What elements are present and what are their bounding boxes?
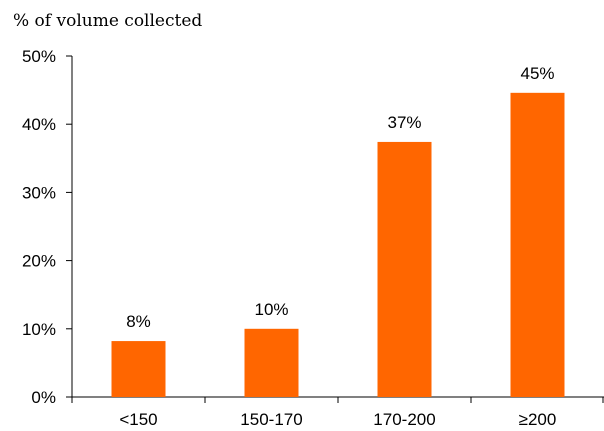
bar <box>111 341 166 397</box>
x-tick-label: 150-170 <box>240 410 302 429</box>
y-axis-label: % of volume collected <box>13 11 202 31</box>
x-tick-label: ≥200 <box>519 410 557 429</box>
data-label: 10% <box>254 300 288 319</box>
y-tick-label: 20% <box>22 252 56 271</box>
data-label: 8% <box>126 312 151 331</box>
bars <box>111 92 565 397</box>
y-tick-label: 10% <box>22 320 56 339</box>
bar <box>377 141 432 397</box>
y-tick-label: 50% <box>22 47 56 66</box>
y-tick-label: 0% <box>31 388 56 407</box>
bar <box>510 92 565 397</box>
x-axis: <150 150-170 170-200 ≥200 <box>71 396 604 429</box>
x-tick-label: 170-200 <box>373 410 435 429</box>
data-label: 45% <box>520 64 554 83</box>
data-labels: 8% 10% 37% 45% <box>126 64 554 331</box>
data-label: 37% <box>387 113 421 132</box>
y-axis: 0% 10% 20% 30% 40% 50% <box>22 47 73 407</box>
y-tick-label: 40% <box>22 115 56 134</box>
bar <box>244 328 299 397</box>
y-tick-label: 30% <box>22 183 56 202</box>
x-tick-label: <150 <box>119 410 157 429</box>
